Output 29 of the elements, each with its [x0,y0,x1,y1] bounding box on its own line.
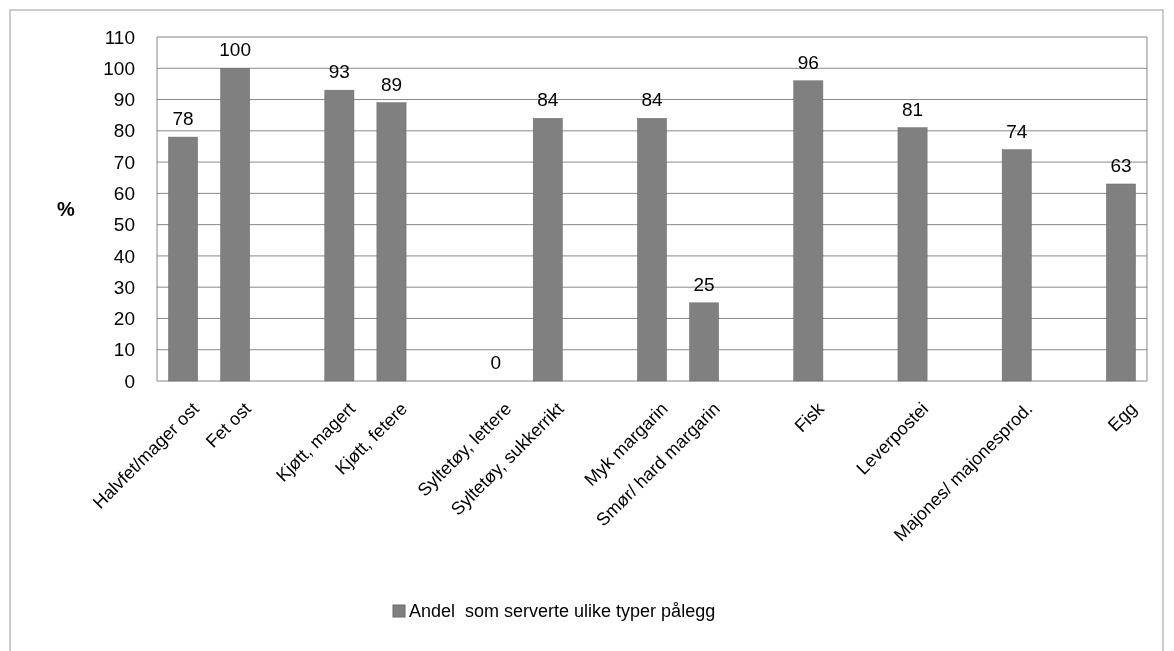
data-label: 84 [537,89,559,111]
y-tick-label: 40 [113,245,135,267]
legend-label: Andel som serverte ulike typer pålegg [409,601,716,622]
y-tick-label: 0 [124,370,135,392]
x-tick-label: Fisk [790,397,829,437]
data-label: 78 [172,108,194,130]
data-label: 93 [328,61,350,83]
y-tick-label: 80 [113,120,135,142]
data-label: 84 [641,89,663,111]
y-tick-label: 10 [113,339,135,361]
y-tick-label: 50 [113,214,135,236]
data-label: 63 [1110,154,1132,176]
y-tick-label: 60 [113,183,135,205]
data-label: 0 [490,352,501,373]
y-tick-label: 20 [113,308,135,330]
data-label: 89 [380,73,403,95]
x-tick-label: Egg [1103,398,1141,436]
y-tick-label: 70 [113,151,135,173]
x-tick-label: Fet ost [201,398,255,452]
data-label: 81 [901,98,924,120]
data-label: 25 [693,273,715,295]
data-label: 96 [797,51,819,73]
y-tick-label: 110 [104,26,135,48]
y-tick-label: 30 [113,276,135,298]
y-tick-label: 100 [103,57,135,79]
data-label: 74 [1006,120,1028,142]
data-label: 100 [219,39,252,61]
y-axis-title: % [57,198,76,220]
y-tick-label: 90 [113,89,135,111]
